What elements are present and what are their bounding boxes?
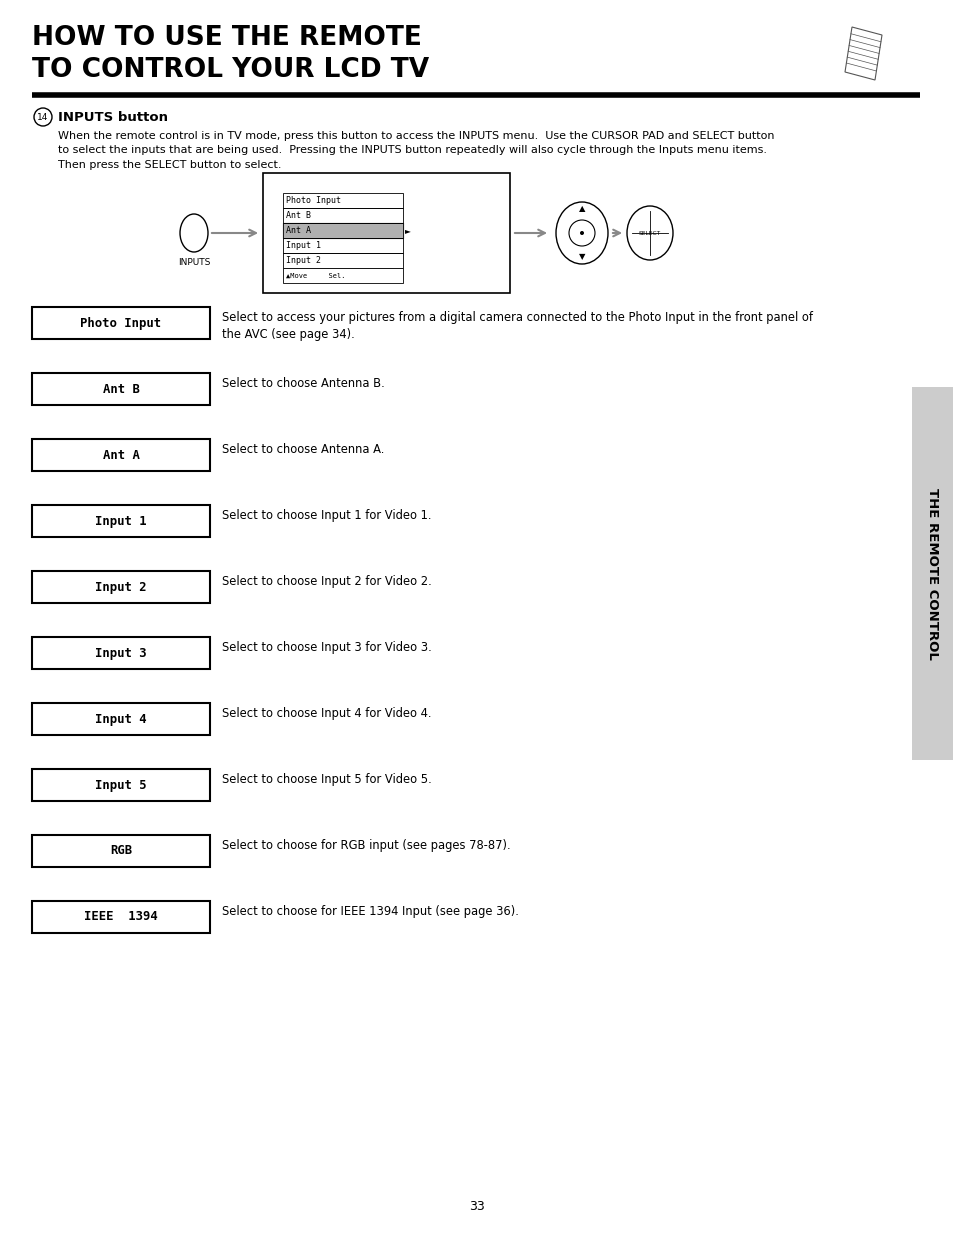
Text: INPUTS button: INPUTS button [58,110,168,124]
Text: ▲: ▲ [578,205,584,214]
Bar [911,387,953,760]
Text: ▲Move     Sel.: ▲Move Sel. [286,273,345,279]
Text: INPUTS: INPUTS [177,258,210,267]
Text: Select to choose for IEEE 1394 Input (see page 36).: Select to choose for IEEE 1394 Input (se… [222,905,518,918]
Text: Photo Input: Photo Input [80,316,161,330]
Bar [283,207,402,224]
Text: When the remote control is in TV mode, press this button to access the INPUTS me: When the remote control is in TV mode, p… [58,131,774,169]
Text: Select to choose Antenna B.: Select to choose Antenna B. [222,377,384,390]
Bar [283,238,402,253]
Text: 33: 33 [469,1200,484,1213]
Bar [283,224,402,238]
Text: Input 3: Input 3 [95,646,147,659]
Text: THE REMOTE CONTROL: THE REMOTE CONTROL [925,488,939,659]
Bar [263,173,510,293]
Bar [32,703,210,735]
Text: Select to choose Input 3 for Video 3.: Select to choose Input 3 for Video 3. [222,641,432,655]
Bar [283,253,402,268]
Text: Select to access your pictures from a digital camera connected to the Photo Inpu: Select to access your pictures from a di… [222,311,812,341]
Bar [32,835,210,867]
Text: Select to choose Input 2 for Video 2.: Select to choose Input 2 for Video 2. [222,576,432,588]
Text: IEEE  1394: IEEE 1394 [84,910,157,924]
Bar [32,373,210,405]
Bar [32,505,210,537]
Text: ►: ► [405,226,411,235]
Text: Select to choose Input 5 for Video 5.: Select to choose Input 5 for Video 5. [222,773,432,785]
Text: HOW TO USE THE REMOTE: HOW TO USE THE REMOTE [32,25,421,51]
Text: TO CONTROL YOUR LCD TV: TO CONTROL YOUR LCD TV [32,57,429,83]
Text: Input 1: Input 1 [95,515,147,527]
Bar [32,769,210,802]
Text: Ant B: Ant B [286,211,311,220]
Bar [32,308,210,338]
Bar [32,438,210,471]
Text: Input 2: Input 2 [286,256,320,266]
Text: Select to choose Input 1 for Video 1.: Select to choose Input 1 for Video 1. [222,509,431,522]
Text: Ant B: Ant B [103,383,139,395]
Text: Select to choose for RGB input (see pages 78-87).: Select to choose for RGB input (see page… [222,839,510,852]
Text: Input 1: Input 1 [286,241,320,249]
Text: RGB: RGB [110,845,132,857]
Bar [32,637,210,669]
Text: Ant A: Ant A [286,226,311,235]
Bar [283,193,402,207]
Bar [283,268,402,283]
Bar [283,224,402,238]
Bar [32,571,210,603]
Circle shape [579,231,583,235]
Bar [32,902,210,932]
Text: Input 2: Input 2 [95,580,147,594]
Text: SELECT: SELECT [639,231,660,236]
Text: Ant A: Ant A [103,448,139,462]
Text: Input 4: Input 4 [95,713,147,725]
Text: ▼: ▼ [578,252,584,262]
Text: Select to choose Input 4 for Video 4.: Select to choose Input 4 for Video 4. [222,706,431,720]
Text: 14: 14 [37,112,49,121]
Text: Select to choose Antenna A.: Select to choose Antenna A. [222,443,384,456]
Text: Photo Input: Photo Input [286,196,340,205]
Text: Input 5: Input 5 [95,778,147,792]
